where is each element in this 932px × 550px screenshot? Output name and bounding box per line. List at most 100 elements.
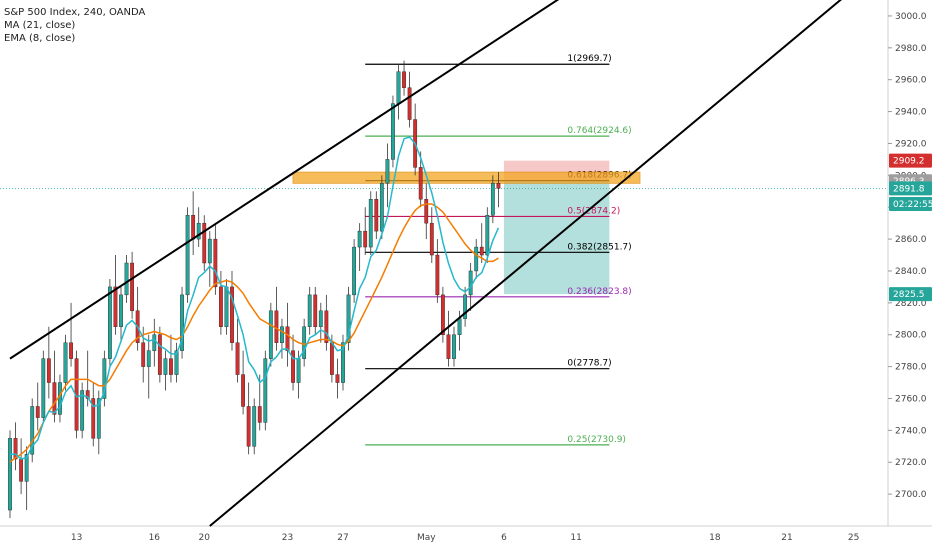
candle-body [218, 286, 223, 327]
candle-body [307, 294, 312, 327]
candle-body [313, 294, 318, 327]
candle-body [35, 406, 40, 418]
x-tick-label: 20 [199, 533, 211, 543]
y-tick-label: 2960.0 [895, 76, 927, 86]
candle-body [85, 390, 90, 399]
x-tick-label: 16 [149, 533, 161, 543]
x-tick-label: 27 [337, 533, 348, 543]
fib-level-label: 0.25(2730.9) [567, 435, 626, 445]
candle-body [479, 246, 484, 256]
candle-body [335, 374, 340, 383]
candle-body [63, 342, 68, 383]
candle-body [407, 87, 412, 120]
candle-body [474, 246, 479, 272]
candle-body [396, 71, 401, 104]
candle-body [435, 254, 440, 296]
candle-body [302, 326, 307, 359]
candle-body [157, 334, 162, 375]
y-tick-label: 2720.0 [895, 458, 927, 468]
x-tick-label: 13 [71, 533, 82, 543]
candle-body [196, 222, 201, 240]
legend-ema: EMA (8, close) [4, 33, 76, 44]
y-tick-label: 2700.0 [895, 490, 927, 500]
y-tick-label: 2920.0 [895, 139, 927, 149]
candle-body [46, 358, 51, 383]
y-axis-area [888, 0, 932, 550]
candle-body [207, 238, 212, 264]
fib-level-label: 0(2778.7) [567, 359, 611, 369]
candle-body [385, 159, 390, 184]
candle-body [202, 222, 207, 264]
legend-ma: MA (21, close) [4, 20, 76, 31]
price-badge-label: 2825.5 [893, 290, 925, 300]
chart-legend: S&P 500 Index, 240, OANDA MA (21, close)… [4, 6, 145, 45]
y-tick-label: 2940.0 [895, 108, 927, 118]
candle-body [496, 183, 501, 189]
candle-body [124, 262, 129, 296]
candle-body [374, 199, 379, 232]
candle-body [58, 382, 62, 415]
candle-body [141, 342, 146, 367]
ema8-line [10, 136, 500, 460]
candle-body [463, 294, 467, 319]
candle-body [402, 71, 406, 88]
candle-body [107, 286, 112, 359]
candle-body [324, 310, 329, 343]
x-tick-label: 6 [501, 533, 507, 543]
y-tick-label: 2840.0 [895, 267, 927, 277]
candle-body [346, 294, 351, 343]
candle-body [363, 230, 368, 248]
candle-body [330, 342, 334, 375]
price-badge [889, 287, 932, 302]
candle-body [52, 382, 57, 415]
candle-body [263, 358, 268, 423]
y-tick-label: 2980.0 [895, 44, 927, 54]
x-tick-label: 18 [709, 533, 721, 543]
candle-body [230, 286, 234, 343]
candle-body [446, 334, 451, 359]
candle-body [341, 342, 345, 383]
candle-body [368, 199, 373, 248]
candle-body [280, 326, 284, 343]
candle-body [146, 350, 151, 367]
candle-body [69, 342, 73, 359]
channel-upper-line [9, 0, 560, 360]
candle-body [429, 222, 434, 256]
candle-body [441, 294, 445, 335]
candle-body [174, 350, 179, 375]
fib-level-label: 0.764(2924.6) [567, 126, 631, 136]
candle-body [19, 458, 23, 482]
fib-level-label: 0.382(2851.7) [567, 242, 631, 252]
resistance-zone [292, 171, 641, 184]
y-tick-label: 3000.0 [895, 12, 927, 22]
candle-body [252, 406, 257, 447]
candle-body [357, 230, 362, 248]
candle-body [268, 310, 273, 359]
y-tick-label: 2800.0 [895, 331, 927, 341]
legend-title: S&P 500 Index, 240, OANDA [4, 7, 146, 18]
candle-body [274, 310, 279, 343]
fib-level-label: 0.5(2874.2) [567, 206, 620, 216]
candle-body [296, 358, 301, 383]
y-tick-label: 2860.0 [895, 235, 927, 245]
price-badge [889, 197, 932, 212]
candle-body [468, 270, 473, 296]
candle-body [285, 326, 290, 351]
candle-body [119, 294, 123, 327]
candle-body [8, 438, 12, 511]
price-badge-label: 2891.8 [893, 184, 925, 194]
channel-lower-line [209, 0, 842, 527]
candle-body [185, 214, 190, 296]
x-tick-label: May [417, 533, 436, 543]
candle-body [80, 390, 85, 431]
candle-body [418, 167, 423, 200]
candle-body [457, 318, 462, 335]
fib-level-label: 1(2969.7) [567, 54, 611, 64]
candle-body [41, 358, 46, 418]
candle-body [291, 350, 295, 383]
price-badge-label: 02:22:55 [893, 200, 932, 210]
candle-body [130, 262, 134, 312]
candle-body [169, 358, 173, 375]
candle-body [96, 398, 101, 439]
